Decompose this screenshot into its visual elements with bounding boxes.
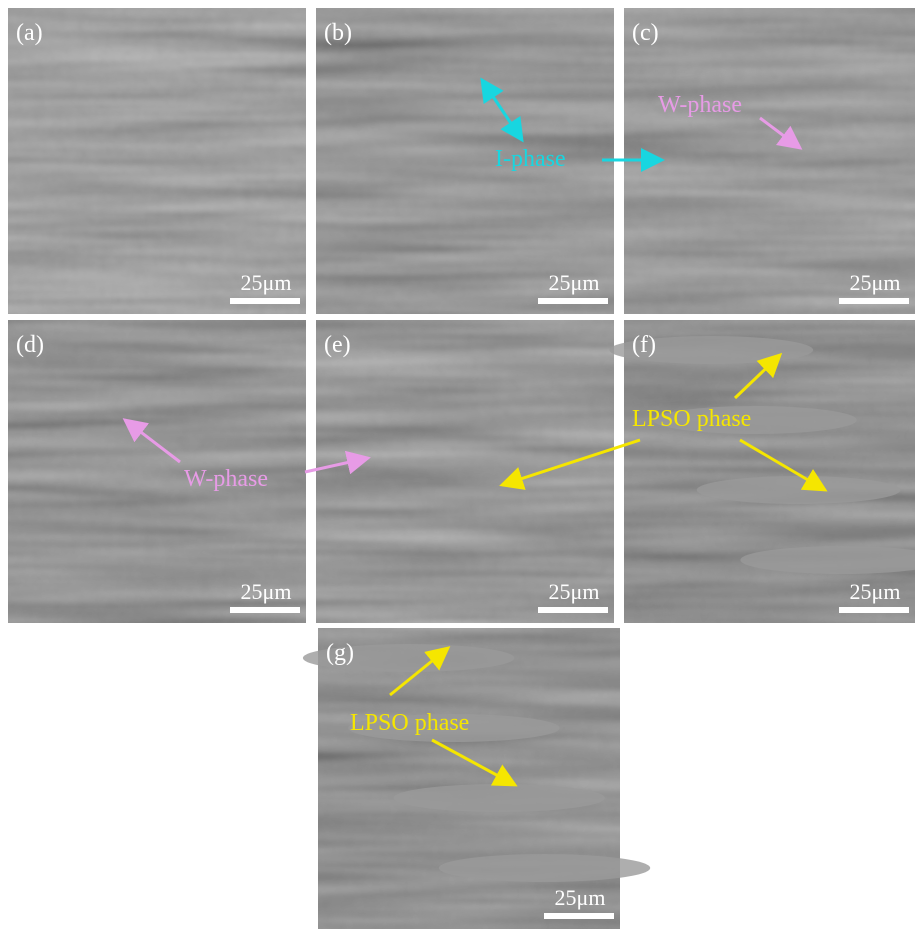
panel-label: (c)	[632, 20, 659, 46]
scale-bar	[230, 607, 300, 613]
annotation: I-phase	[495, 146, 566, 172]
micrograph-panel: (e) 25μm	[316, 320, 614, 623]
panel-label: (b)	[324, 20, 352, 46]
micrograph-panel: (g) 25μm	[303, 628, 650, 929]
scale-bar-label: 25μm	[241, 579, 292, 604]
scale-bar	[230, 298, 300, 304]
annotation: LPSO phase	[350, 710, 469, 736]
micrograph-panel: (c) 25μm	[624, 8, 915, 314]
scale-bar	[839, 298, 909, 304]
annotation: W-phase	[658, 92, 742, 118]
scale-bar-label: 25μm	[549, 579, 600, 604]
panel-label: (g)	[326, 640, 354, 666]
lpso-band	[394, 784, 605, 812]
texture	[316, 320, 614, 623]
scale-bar	[538, 607, 608, 613]
micrograph-panel: (f) 25μm	[609, 320, 915, 623]
lpso-band	[439, 854, 650, 882]
micrograph-panel: (b) 25μm	[316, 8, 614, 314]
scale-bar-label: 25μm	[850, 270, 901, 295]
scale-bar-label: 25μm	[241, 270, 292, 295]
texture	[316, 8, 614, 314]
scale-bar	[538, 298, 608, 304]
micrograph-panel: (a) 25μm	[8, 8, 306, 314]
panel-label: (d)	[16, 332, 44, 358]
annotation: LPSO phase	[632, 406, 751, 432]
figure: (a) 25μm (b) 25μm (c) 25μm (d) 25μm (e) 25μm (f) 25…	[0, 0, 915, 929]
panels: (a) 25μm (b) 25μm (c) 25μm (d) 25μm (e) 25μm (f) 25…	[8, 8, 915, 929]
scale-bar	[544, 913, 614, 919]
scale-bar-label: 25μm	[549, 270, 600, 295]
texture	[8, 8, 306, 314]
scale-bar	[839, 607, 909, 613]
annotation: W-phase	[184, 466, 268, 492]
panel-label: (e)	[324, 332, 351, 358]
panel-label: (f)	[632, 332, 656, 358]
texture	[624, 8, 915, 314]
scale-bar-label: 25μm	[850, 579, 901, 604]
scale-bar-label: 25μm	[555, 885, 606, 910]
panel-label: (a)	[16, 20, 43, 46]
texture	[318, 628, 620, 929]
lpso-band	[697, 476, 901, 504]
